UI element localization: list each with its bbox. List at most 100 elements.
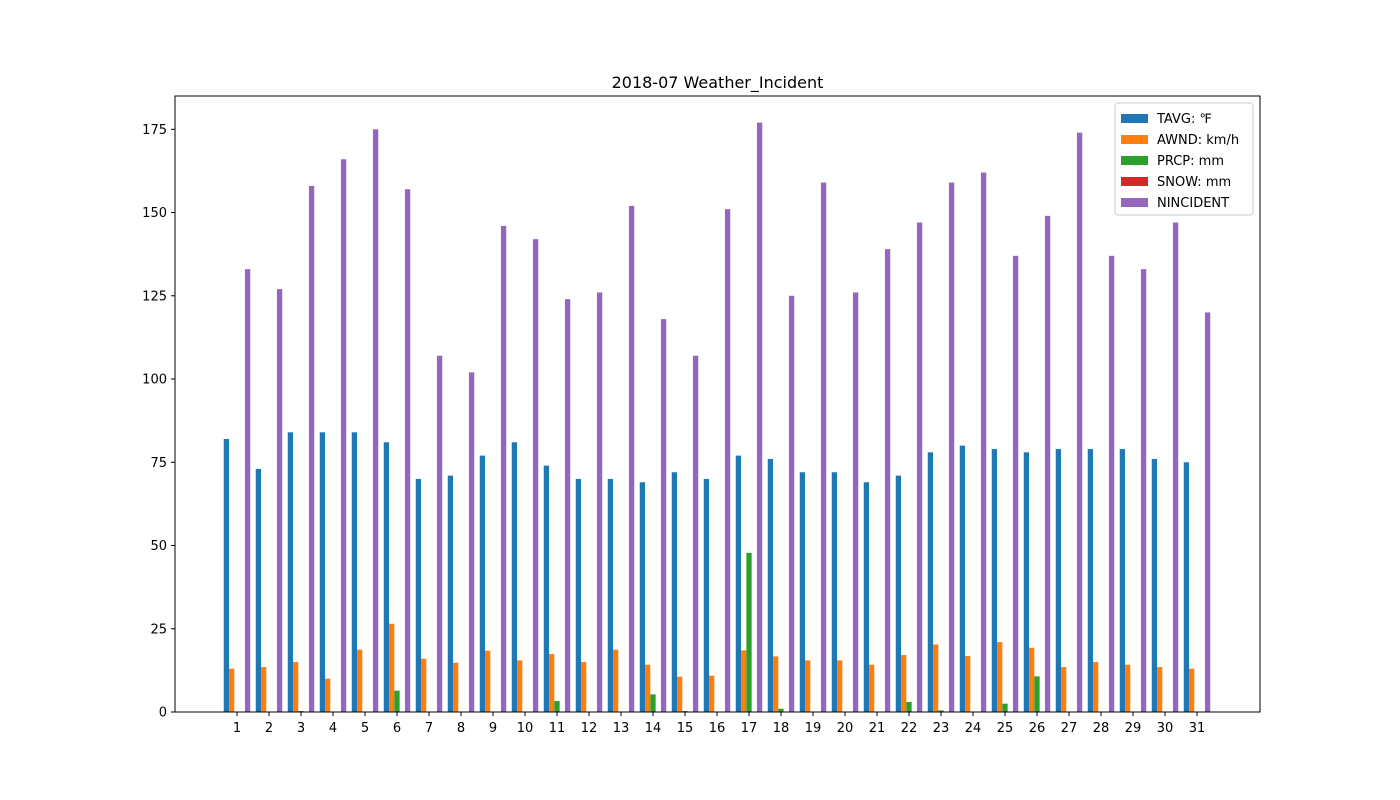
- bar-nincident-day-18: [788, 295, 795, 712]
- bar-tavg-day-16: [703, 478, 710, 712]
- x-tick-label: 11: [549, 721, 566, 736]
- x-tick-label: 12: [581, 721, 598, 736]
- bar-nincident-day-19: [820, 182, 827, 712]
- bar-tavg-day-20: [831, 472, 838, 712]
- bar-awnd-day-26: [1029, 647, 1035, 712]
- x-tick-label: 26: [1029, 721, 1046, 736]
- bar-tavg-day-4: [319, 432, 326, 712]
- bar-tavg-day-23: [927, 452, 934, 712]
- bar-awnd-day-24: [965, 656, 971, 712]
- bar-nincident-day-27: [1076, 132, 1083, 712]
- legend: TAVG: ℉ AWND: km/h PRCP: mm SNOW: mm NINCIDE…: [1114, 102, 1254, 216]
- bar-nincident-day-26: [1044, 215, 1051, 712]
- y-tick-label: 100: [142, 373, 167, 388]
- bar-awnd-day-11: [549, 654, 555, 712]
- bar-nincident-day-28: [1108, 255, 1115, 712]
- bar-tavg-day-30: [1151, 458, 1158, 712]
- bar-tavg-day-26: [1023, 452, 1030, 712]
- x-tick-label: 7: [425, 721, 433, 736]
- bar-awnd-day-25: [997, 642, 1003, 712]
- bar-tavg-day-7: [415, 478, 422, 712]
- x-tick-label: 21: [869, 721, 886, 736]
- bar-prcp-day-18: [778, 708, 784, 712]
- bar-awnd-day-13: [613, 649, 619, 712]
- legend-label: NINCIDENT: [1157, 196, 1229, 211]
- x-tick-label: 29: [1125, 721, 1142, 736]
- bar-awnd-day-23: [933, 644, 939, 712]
- bar-awnd-day-21: [869, 664, 875, 712]
- bar-awnd-day-15: [677, 676, 683, 712]
- bar-nincident-day-23: [948, 182, 955, 712]
- bar-prcp-day-25: [1002, 703, 1008, 712]
- bar-tavg-day-11: [543, 465, 550, 712]
- x-tick-label: 19: [805, 721, 822, 736]
- x-tick-label: 20: [837, 721, 854, 736]
- x-tick-label: 18: [773, 721, 790, 736]
- y-tick-label: 25: [150, 622, 167, 637]
- bar-nincident-day-8: [468, 372, 475, 712]
- bars-layer: [223, 122, 1211, 713]
- bar-nincident-day-5: [372, 129, 379, 713]
- bar-tavg-day-18: [767, 458, 774, 712]
- chart-title: 2018-07 Weather_Incident: [612, 73, 824, 93]
- bar-nincident-day-30: [1172, 222, 1179, 712]
- x-tick-label: 24: [965, 721, 982, 736]
- bar-nincident-day-20: [852, 292, 859, 712]
- bar-tavg-day-25: [991, 448, 998, 712]
- bar-nincident-day-22: [916, 222, 923, 712]
- bar-awnd-day-18: [773, 656, 779, 712]
- bar-nincident-day-31: [1204, 312, 1211, 712]
- bar-nincident-day-13: [628, 205, 635, 712]
- x-tick-label: 5: [361, 721, 369, 736]
- bar-prcp-day-23: [938, 710, 944, 712]
- x-tick-label: 6: [393, 721, 401, 736]
- legend-swatch: [1121, 135, 1148, 144]
- bar-nincident-day-9: [500, 225, 507, 713]
- bar-awnd-day-6: [389, 623, 395, 712]
- bar-awnd-day-14: [645, 664, 651, 712]
- bar-prcp-day-22: [906, 702, 912, 712]
- bar-nincident-day-24: [980, 172, 987, 712]
- bar-awnd-day-20: [837, 660, 843, 712]
- bar-awnd-day-8: [453, 662, 459, 712]
- bar-tavg-day-24: [959, 445, 966, 712]
- bar-prcp-day-11: [554, 701, 560, 712]
- x-tick-label: 28: [1093, 721, 1110, 736]
- y-tick-label: 125: [142, 289, 167, 304]
- x-tick-label: 15: [677, 721, 694, 736]
- bar-nincident-day-2: [276, 289, 283, 712]
- bar-nincident-day-29: [1140, 269, 1147, 712]
- bar-awnd-day-2: [261, 667, 267, 712]
- bar-tavg-day-5: [351, 432, 358, 712]
- x-tick-label: 10: [517, 721, 534, 736]
- bar-awnd-day-31: [1189, 668, 1195, 712]
- bar-tavg-day-6: [383, 442, 390, 712]
- x-tick-label: 17: [741, 721, 758, 736]
- bar-tavg-day-12: [575, 478, 582, 712]
- bar-nincident-day-6: [404, 189, 411, 713]
- bar-tavg-day-3: [287, 432, 294, 712]
- bar-nincident-day-21: [884, 249, 891, 713]
- bar-tavg-day-17: [735, 455, 742, 712]
- bar-nincident-day-17: [756, 122, 763, 712]
- bar-awnd-day-19: [805, 660, 811, 712]
- y-tick-label: 150: [142, 206, 167, 221]
- legend-label: TAVG: ℉: [1156, 112, 1212, 127]
- x-tick-label: 9: [489, 721, 497, 736]
- legend-label: AWND: km/h: [1157, 133, 1239, 148]
- bar-nincident-day-16: [724, 209, 731, 712]
- bar-nincident-day-25: [1012, 255, 1019, 712]
- bar-tavg-day-1: [223, 438, 230, 712]
- bar-awnd-day-5: [357, 649, 363, 712]
- bar-awnd-day-1: [229, 668, 235, 712]
- bar-nincident-day-12: [596, 292, 603, 712]
- legend-swatch: [1121, 114, 1148, 123]
- bar-prcp-day-14: [650, 694, 656, 712]
- x-tick-label: 3: [297, 721, 305, 736]
- bar-tavg-day-2: [255, 468, 262, 712]
- bar-awnd-day-12: [581, 662, 587, 712]
- bar-tavg-day-8: [447, 475, 454, 712]
- legend-label: PRCP: mm: [1157, 154, 1224, 169]
- bar-awnd-day-22: [901, 655, 907, 712]
